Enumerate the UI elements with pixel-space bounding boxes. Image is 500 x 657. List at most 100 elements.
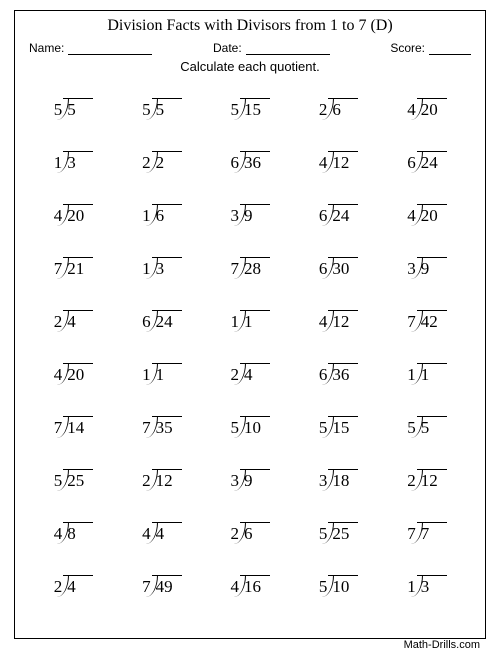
dividend: 15 [332,418,362,438]
division-problem: 624 [303,194,373,234]
dividend: 14 [67,418,97,438]
division-problem: 728 [215,247,285,287]
division-problem: 624 [392,141,462,181]
dividend: 8 [67,524,97,544]
division-problem: 420 [38,353,108,393]
division-problem: 624 [127,300,197,340]
dividend: 3 [67,153,97,173]
division-problem: 525 [303,512,373,552]
division-problem: 22 [127,141,197,181]
dividend: 4 [244,365,274,385]
division-problem: 39 [215,459,285,499]
division-problem: 11 [215,300,285,340]
division-problem: 26 [303,88,373,128]
dividend: 36 [244,153,274,173]
dividend: 12 [332,312,362,332]
division-problem: 420 [392,194,462,234]
score-label: Score: [390,41,425,55]
division-problem: 714 [38,406,108,446]
dividend: 6 [332,100,362,120]
division-problem: 24 [215,353,285,393]
name-field: Name: [29,41,152,55]
division-problem: 77 [392,512,462,552]
dividend: 42 [421,312,451,332]
dividend: 9 [244,471,274,491]
problem-grid: 5555515264201322636412624420163962442072… [25,88,475,618]
division-problem: 525 [38,459,108,499]
dividend: 7 [421,524,451,544]
dividend: 28 [244,259,274,279]
division-problem: 510 [215,406,285,446]
name-label: Name: [29,41,64,55]
dividend: 5 [156,100,186,120]
footer-credit: Math-Drills.com [404,639,480,651]
dividend: 10 [332,577,362,597]
dividend: 12 [421,471,451,491]
division-problem: 212 [127,459,197,499]
dividend: 30 [332,259,362,279]
dividend: 1 [156,365,186,385]
date-field: Date: [213,41,330,55]
score-field: Score: [390,41,471,55]
dividend: 35 [156,418,186,438]
division-problem: 39 [215,194,285,234]
worksheet-page: Division Facts with Divisors from 1 to 7… [14,10,486,639]
dividend: 24 [332,206,362,226]
dividend: 25 [332,524,362,544]
division-problem: 515 [303,406,373,446]
dividend: 21 [67,259,97,279]
name-blank[interactable] [68,41,152,55]
date-blank[interactable] [246,41,330,55]
dividend: 6 [244,524,274,544]
dividend: 9 [244,206,274,226]
division-problem: 13 [392,565,462,605]
division-problem: 420 [392,88,462,128]
division-problem: 44 [127,512,197,552]
dividend: 3 [156,259,186,279]
dividend: 2 [156,153,186,173]
dividend: 6 [156,206,186,226]
dividend: 5 [421,418,451,438]
division-problem: 48 [38,512,108,552]
dividend: 18 [332,471,362,491]
division-problem: 630 [303,247,373,287]
dividend: 24 [156,312,186,332]
dividend: 36 [332,365,362,385]
dividend: 12 [332,153,362,173]
division-problem: 510 [303,565,373,605]
division-problem: 24 [38,565,108,605]
dividend: 4 [67,312,97,332]
score-blank[interactable] [429,41,471,55]
dividend: 20 [67,365,97,385]
dividend: 20 [421,206,451,226]
dividend: 20 [421,100,451,120]
division-problem: 11 [392,353,462,393]
division-problem: 412 [303,300,373,340]
division-problem: 16 [127,194,197,234]
division-problem: 13 [38,141,108,181]
dividend: 5 [67,100,97,120]
dividend: 16 [244,577,274,597]
division-problem: 735 [127,406,197,446]
dividend: 25 [67,471,97,491]
dividend: 20 [67,206,97,226]
division-problem: 11 [127,353,197,393]
division-problem: 55 [127,88,197,128]
dividend: 12 [156,471,186,491]
dividend: 4 [67,577,97,597]
division-problem: 55 [392,406,462,446]
division-problem: 749 [127,565,197,605]
dividend: 1 [421,365,451,385]
division-problem: 515 [215,88,285,128]
division-problem: 26 [215,512,285,552]
dividend: 9 [421,259,451,279]
dividend: 1 [244,312,274,332]
instruction: Calculate each quotient. [25,59,475,74]
division-problem: 55 [38,88,108,128]
date-label: Date: [213,41,242,55]
dividend: 49 [156,577,186,597]
division-problem: 420 [38,194,108,234]
division-problem: 721 [38,247,108,287]
division-problem: 412 [303,141,373,181]
division-problem: 636 [215,141,285,181]
